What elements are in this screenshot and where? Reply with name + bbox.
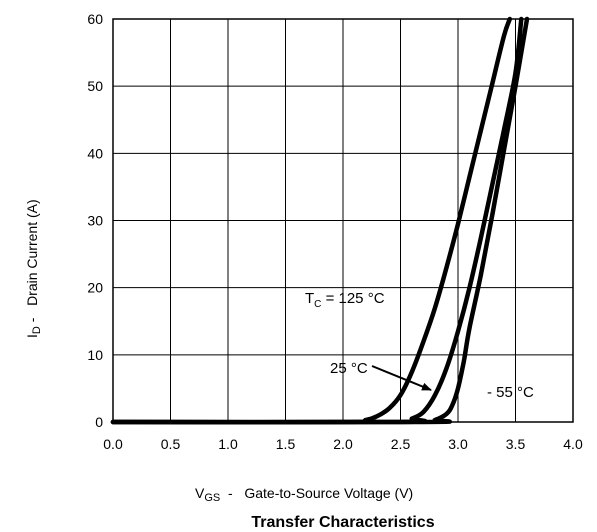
series-minus55c-line: [110, 16, 530, 425]
x-tick-label: 2.5: [391, 436, 411, 452]
y-tick-label: 60: [87, 11, 103, 27]
y-tick-label: 50: [87, 78, 103, 94]
chart-title: Transfer Characteristics: [251, 514, 434, 531]
x-tick-label: 3.0: [448, 436, 468, 452]
series-layer: [110, 16, 530, 425]
x-tick-label: 4.0: [563, 436, 583, 452]
x-tick-label: 0.5: [161, 436, 181, 452]
y-tick-label: 0: [95, 414, 103, 430]
annotation-25c: 25 °C: [330, 360, 368, 377]
y-tick-label: 30: [87, 213, 103, 229]
x-tick-label: 1.0: [218, 436, 238, 452]
y-axis-label: ID - Drain Current (A): [24, 199, 43, 338]
y-tick-label: 10: [87, 347, 103, 363]
x-tick-labels: 0.0 0.5 1.0 1.5 2.0 2.5 3.0 3.5 4.0: [103, 436, 583, 452]
x-tick-label: 3.5: [506, 436, 526, 452]
y-tick-labels: 0 10 20 30 40 50 60: [87, 11, 103, 430]
x-axis-label: VGS - Gate-to-Source Voltage (V): [195, 485, 413, 504]
y-tick-label: 40: [87, 145, 103, 161]
annotation-125c: TC = 125 °C: [305, 290, 385, 310]
annotation-25c-arrow: [371, 365, 432, 391]
y-tick-label: 20: [87, 280, 103, 296]
annotation-minus55c: - 55 °C: [487, 384, 534, 401]
x-tick-label: 0.0: [103, 436, 123, 452]
x-tick-label: 2.0: [333, 436, 353, 452]
x-tick-label: 1.5: [276, 436, 296, 452]
